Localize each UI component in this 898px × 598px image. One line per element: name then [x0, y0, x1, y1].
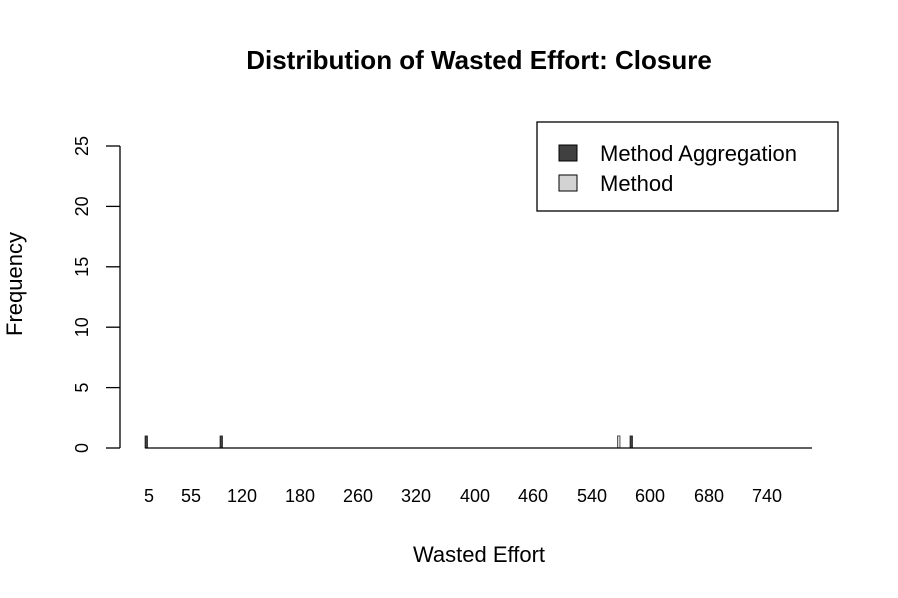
- legend-swatch-method: [558, 174, 578, 192]
- legend-label-method-aggregation: Method Aggregation: [600, 141, 797, 166]
- x-tick-label: 740: [752, 486, 782, 506]
- chart-title: Distribution of Wasted Effort: Closure: [246, 45, 712, 75]
- legend-box: [536, 121, 839, 212]
- x-tick-label: 5: [144, 486, 154, 506]
- y-tick-label: 10: [72, 317, 92, 337]
- x-tick-label: 600: [635, 486, 665, 506]
- bar-method: [617, 435, 621, 449]
- y-tick-label: 15: [72, 257, 92, 277]
- bar-method-aggregation: [629, 435, 633, 449]
- x-tick-label: 680: [694, 486, 724, 506]
- legend-label-method: Method: [600, 171, 673, 196]
- legend: Method Aggregation Method: [536, 121, 839, 212]
- x-tick-label: 320: [401, 486, 431, 506]
- y-tick-label: 5: [72, 383, 92, 393]
- x-tick-label: 400: [460, 486, 490, 506]
- bar-method-aggregation: [219, 435, 223, 449]
- x-tick-label: 260: [343, 486, 373, 506]
- y-axis: 0 5 10 15 20 25: [72, 136, 121, 453]
- x-tick-label: 460: [518, 486, 548, 506]
- x-tick-label: 55: [181, 486, 201, 506]
- y-tick-label: 25: [72, 136, 92, 156]
- bar-method-aggregation: [144, 435, 148, 449]
- y-axis-label: Frequency: [2, 232, 27, 336]
- y-tick-label: 20: [72, 196, 92, 216]
- x-tick-label: 120: [227, 486, 257, 506]
- y-tick-label: 0: [72, 443, 92, 453]
- legend-swatch-method-aggregation: [558, 144, 578, 162]
- x-axis-label: Wasted Effort: [413, 542, 545, 567]
- x-tick-label: 540: [577, 486, 607, 506]
- x-tick-labels: 5 55 120 180 260 320 400 460 540 600 680 740: [144, 486, 782, 506]
- x-tick-label: 180: [285, 486, 315, 506]
- bars-group: [144, 435, 812, 449]
